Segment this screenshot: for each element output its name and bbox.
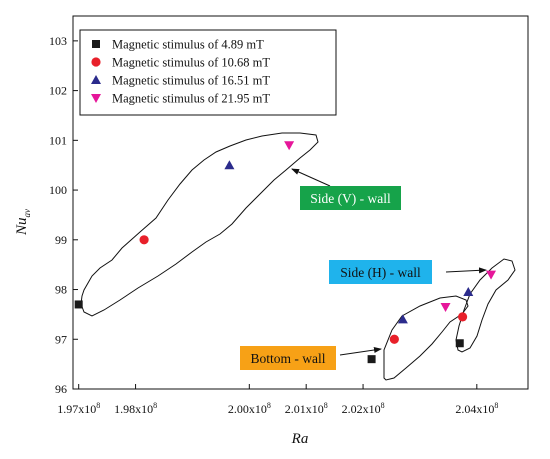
y-tick-label: 102 xyxy=(49,84,67,98)
data-point-triangle-down xyxy=(440,302,451,312)
data-point-square xyxy=(74,300,83,309)
y-tick-label: 99 xyxy=(55,233,67,247)
legend: Magnetic stimulus of 4.89 mT Magnetic sti… xyxy=(79,29,337,116)
annotation-side-v-box xyxy=(300,186,401,210)
x-tick-mantissa: 1.98x10 xyxy=(114,402,153,416)
legend-marker-triangle-down xyxy=(91,94,101,103)
legend-entry-label: Magnetic stimulus of 4.89 mT xyxy=(112,38,264,52)
x-tick-mantissa: 2.02x10 xyxy=(342,402,381,416)
data-point-triangle-up xyxy=(463,287,474,297)
y-tick-label: 96 xyxy=(55,382,67,396)
y-tick-label: 103 xyxy=(49,34,67,48)
legend-marker-circle xyxy=(91,57,101,67)
annotation-side-h: Side (H) - wall xyxy=(329,260,432,284)
x-axis-title: Ra xyxy=(291,431,309,447)
x-tick-label: 1.98x108 xyxy=(114,401,157,416)
annotation-side-h-label: Side (H) - wall xyxy=(340,265,421,280)
y-tick-label: 97 xyxy=(55,332,67,346)
legend-entry-label: Magnetic stimulus of 16.51 mT xyxy=(112,74,270,88)
cluster-outline-bottom xyxy=(383,295,469,381)
data-point-triangle-up xyxy=(224,160,235,170)
y-tick-label: 101 xyxy=(49,133,67,147)
x-tick-mantissa: 2.04x10 xyxy=(455,402,494,416)
x-tick-mantissa: 2.01x10 xyxy=(285,402,324,416)
annotation-side-v: Side (V) - wall xyxy=(300,186,401,210)
x-tick-label: 1.97x108 xyxy=(57,401,100,416)
data-point-triangle-down xyxy=(284,141,295,151)
y-tick-label: 98 xyxy=(55,283,67,297)
x-tick-mantissa: 1.97x10 xyxy=(57,402,96,416)
annotation-arrow-side-h xyxy=(445,267,487,274)
legend-frame xyxy=(79,29,337,116)
x-tick-label: 2.04x108 xyxy=(455,401,498,416)
annotation-side-h-box xyxy=(329,260,432,284)
annotation-bottom: Bottom - wall xyxy=(240,346,336,370)
data-point-square xyxy=(455,339,464,348)
annotation-arrow-bottom xyxy=(339,347,382,356)
annotation-arrow-side-v xyxy=(291,168,331,187)
x-tick-label: 2.01x108 xyxy=(285,401,328,416)
x-tick-label: 2.00x108 xyxy=(228,401,271,416)
x-axis-ticks: 1.97x108 1.98x108 2.00x108 2.01x108 2.02x108… xyxy=(57,384,498,416)
data-point-circle xyxy=(139,235,149,245)
legend-entry-label: Magnetic stimulus of 21.95 mT xyxy=(112,92,270,106)
cluster-outline-side-v xyxy=(80,132,319,317)
data-point-triangle-down xyxy=(486,270,497,280)
data-point-circle xyxy=(457,312,468,322)
plot-frame xyxy=(72,15,529,390)
y-tick-label: 100 xyxy=(49,183,67,197)
data-point-circle xyxy=(389,334,399,344)
legend-marker-square xyxy=(92,40,100,48)
x-tick-exponent: 8 xyxy=(324,401,328,410)
cluster-outline-side-h xyxy=(455,258,516,353)
x-tick-exponent: 8 xyxy=(381,401,385,410)
legend-marker-triangle-up xyxy=(91,75,101,84)
x-tick-exponent: 8 xyxy=(267,401,271,410)
data-point-triangle-up xyxy=(397,314,408,324)
x-tick-exponent: 8 xyxy=(153,401,157,410)
data-points xyxy=(74,141,497,364)
legend-entry-label: Magnetic stimulus of 10.68 mT xyxy=(112,56,270,70)
x-tick-exponent: 8 xyxy=(494,401,498,410)
y-axis-ticks: 96 97 98 99 100 101 102 103 xyxy=(49,34,78,396)
annotation-side-v-label: Side (V) - wall xyxy=(310,191,391,206)
y-axis-title: Nuav xyxy=(14,209,32,236)
annotation-bottom-label: Bottom - wall xyxy=(251,351,326,366)
x-tick-mantissa: 2.00x10 xyxy=(228,402,267,416)
data-point-square xyxy=(367,355,376,364)
x-tick-exponent: 8 xyxy=(96,401,100,410)
x-tick-label: 2.02x108 xyxy=(342,401,385,416)
annotation-bottom-box xyxy=(240,346,336,370)
